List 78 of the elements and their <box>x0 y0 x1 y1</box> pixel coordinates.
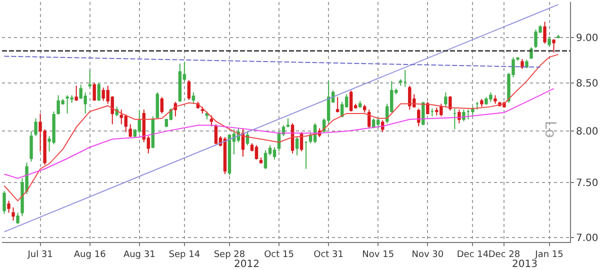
candlestick <box>471 106 474 116</box>
x-tick-label: Oct 31 <box>314 250 344 260</box>
candlestick <box>458 109 461 124</box>
annotation: Lo <box>542 120 560 138</box>
candlestick <box>520 58 524 70</box>
candlestick <box>178 63 182 102</box>
candlestick <box>462 109 466 122</box>
candlestick <box>480 98 484 108</box>
candlestick <box>138 110 141 134</box>
candlestick <box>399 78 402 86</box>
line-series <box>4 54 559 202</box>
candlestick <box>160 96 164 114</box>
candlestick <box>74 85 78 102</box>
candlestick <box>30 130 33 162</box>
y-tick-label: 9.00 <box>576 32 598 44</box>
candlestick <box>525 59 528 69</box>
candlestick <box>349 90 353 112</box>
candlestick <box>430 108 434 117</box>
candlestick <box>363 104 366 113</box>
candlestick <box>422 101 425 126</box>
candlestick <box>88 69 92 88</box>
candlestick <box>156 92 159 119</box>
y-tick-label: 8.00 <box>576 126 598 138</box>
text: 2012 <box>234 259 260 270</box>
candlestick <box>417 108 420 127</box>
candlestick <box>192 92 196 104</box>
candlestick <box>453 108 456 130</box>
candlestick <box>444 92 448 108</box>
x-tick-label: Aug 16 <box>74 250 106 260</box>
x-tick-label: Jul 31 <box>26 250 53 260</box>
candlestick <box>336 96 340 113</box>
y-tick-label: 8.50 <box>576 78 598 90</box>
candlestick <box>543 21 546 44</box>
candlestick <box>548 36 551 47</box>
candlestick <box>187 80 191 100</box>
candlestick <box>92 82 96 102</box>
candlestick <box>7 200 10 214</box>
candlestick <box>300 132 304 152</box>
candlestick <box>16 212 20 224</box>
x-tick-label: Dec 28 <box>488 250 520 260</box>
candlestick <box>448 96 452 112</box>
x-tick-label: Oct 15 <box>264 250 294 260</box>
candlestick <box>516 56 520 62</box>
candlestick <box>254 144 258 160</box>
candlestick <box>12 206 15 222</box>
candlestick <box>304 140 308 170</box>
x-tick-label: Sep 14 <box>168 250 200 260</box>
candlestick <box>426 101 430 115</box>
candlestick <box>556 34 560 39</box>
candlestick <box>295 136 299 156</box>
candlestick <box>358 100 362 108</box>
candlestick <box>241 128 245 157</box>
candlestick <box>205 111 209 120</box>
candlestick <box>223 136 227 175</box>
candlestick <box>210 114 214 127</box>
candlestick <box>2 190 6 214</box>
candlestick <box>124 114 128 133</box>
text: 2013 <box>512 259 538 270</box>
x-tick-label: Jan 15 <box>534 250 564 260</box>
y-tick-label: 7.00 <box>576 232 598 244</box>
x-tick-label: Dec 14 <box>456 250 489 260</box>
x-tick-label: Nov 30 <box>412 250 444 260</box>
candlestick <box>128 124 132 138</box>
candlestick <box>404 69 407 88</box>
candlestick <box>259 156 263 164</box>
candlestick <box>552 38 556 54</box>
x-tick-label: Aug 31 <box>123 250 156 260</box>
line-series <box>4 88 554 179</box>
candlestick <box>494 94 497 104</box>
candlestick <box>272 146 276 160</box>
candlestick <box>286 118 290 128</box>
candlestick <box>476 101 479 110</box>
x-tick-label: Nov 15 <box>362 250 394 260</box>
candlestick <box>97 82 100 102</box>
candlestick <box>34 118 38 137</box>
candlestick <box>200 106 204 114</box>
y-tick-label: 7.50 <box>576 178 598 190</box>
x-tick-label: Sep 28 <box>214 250 246 260</box>
